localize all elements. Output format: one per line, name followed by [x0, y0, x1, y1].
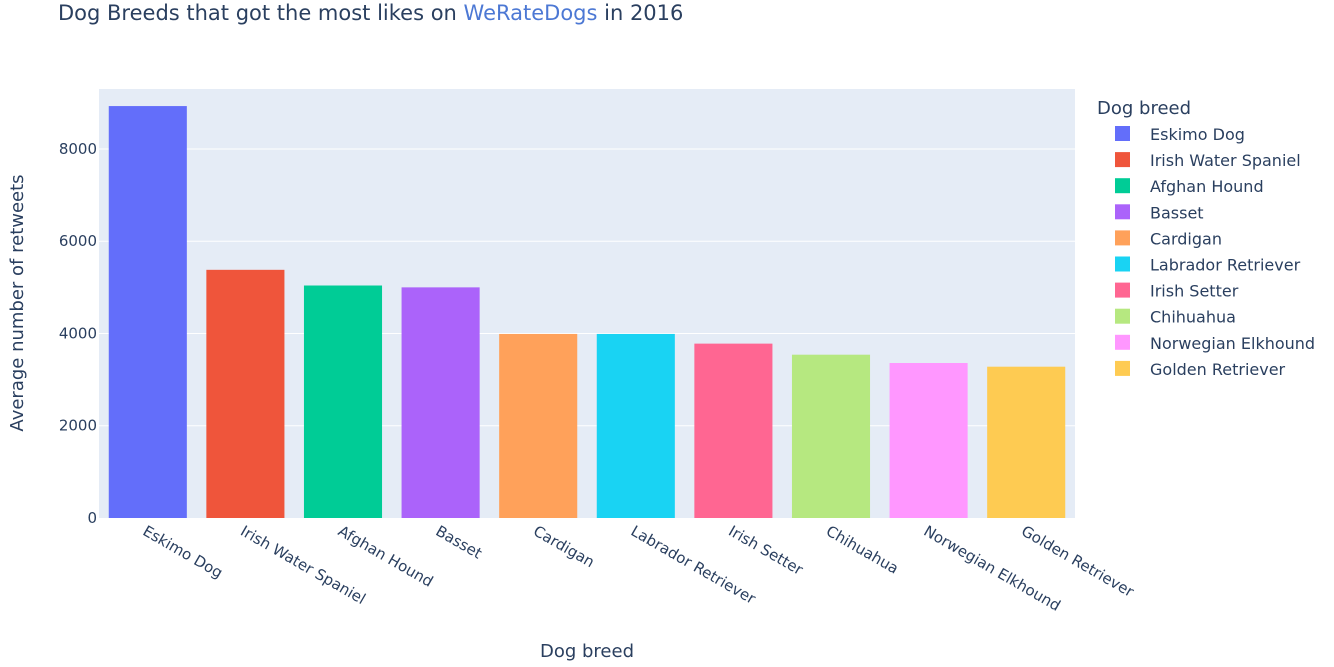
x-tick-label: Cardigan [530, 522, 597, 571]
x-tick-label: Chihuahua [823, 522, 902, 578]
bar-labrador-retriever[interactable] [596, 333, 675, 518]
legend-swatch [1115, 204, 1130, 220]
bar-cardigan[interactable] [499, 333, 578, 518]
x-tick-label: Basset [433, 522, 486, 563]
title-prefix: Dog Breeds that got the most likes on [58, 1, 464, 25]
chart-title: Dog Breeds that got the most likes on We… [58, 1, 683, 25]
y-tick-label: 4000 [59, 324, 97, 342]
bar-chihuahua[interactable] [791, 354, 871, 518]
legend-item[interactable]: Norwegian Elkhound [1115, 334, 1315, 353]
legend-item[interactable]: Cardigan [1115, 229, 1222, 248]
y-tick-label: 6000 [59, 232, 97, 250]
legend-label: Golden Retriever [1150, 360, 1286, 379]
legend-label: Basset [1150, 203, 1204, 222]
legend-item[interactable]: Afghan Hound [1115, 177, 1264, 196]
legend-label: Labrador Retriever [1150, 256, 1301, 275]
bar-eskimo-dog[interactable] [108, 106, 187, 518]
title-suffix: in 2016 [597, 1, 683, 25]
x-tick-label: Afghan Hound [335, 522, 436, 591]
legend-item[interactable]: Eskimo Dog [1115, 125, 1245, 144]
legend-swatch [1115, 126, 1130, 141]
legend-item[interactable]: Golden Retriever [1115, 360, 1286, 379]
legend: Dog breed Eskimo Dog Irish Water Spaniel A… [1097, 98, 1315, 379]
legend-label: Norwegian Elkhound [1150, 334, 1315, 353]
bar-basset[interactable] [401, 287, 480, 518]
legend-label: Cardigan [1150, 229, 1222, 248]
legend-item[interactable]: Chihuahua [1115, 308, 1236, 327]
legend-swatch [1115, 334, 1130, 350]
bar-norwegian-elkhound[interactable] [889, 363, 968, 518]
legend-item[interactable]: Labrador Retriever [1115, 256, 1301, 275]
legend-swatch [1115, 360, 1130, 376]
legend-swatch [1115, 308, 1130, 324]
legend-title: Dog breed [1097, 98, 1191, 119]
legend-swatch [1115, 178, 1130, 194]
y-tick-label: 2000 [59, 417, 97, 435]
legend-label: Chihuahua [1150, 308, 1236, 327]
legend-label: Irish Water Spaniel [1150, 151, 1301, 170]
legend-swatch [1115, 282, 1130, 298]
legend-swatch [1115, 256, 1130, 272]
bar-golden-retriever[interactable] [987, 366, 1066, 518]
legend-item[interactable]: Irish Water Spaniel [1115, 151, 1301, 170]
legend-items: Eskimo Dog Irish Water Spaniel Afghan Houn… [1115, 125, 1315, 379]
y-tick-label: 0 [87, 509, 97, 527]
legend-label: Afghan Hound [1150, 177, 1264, 196]
y-tick-label: 8000 [59, 140, 97, 158]
bar-afghan-hound[interactable] [303, 285, 383, 518]
legend-item[interactable]: Irish Setter [1115, 282, 1239, 301]
y-axis-title: Average number of retweets [7, 174, 28, 431]
legend-label: Irish Setter [1150, 282, 1239, 301]
title-link[interactable]: WeRateDogs [464, 1, 598, 25]
legend-item[interactable]: Basset [1115, 203, 1204, 222]
bars [108, 106, 1066, 518]
x-tick-label: Eskimo Dog [140, 522, 226, 582]
legend-swatch [1115, 230, 1130, 246]
legend-swatch [1115, 152, 1130, 168]
y-axis-ticks: 0 2000 4000 6000 8000 [59, 140, 97, 527]
x-axis-title: Dog breed [540, 641, 634, 662]
x-tick-label: Irish Setter [725, 522, 806, 579]
bar-irish-setter[interactable] [694, 343, 773, 518]
bar-irish-water-spaniel[interactable] [206, 269, 285, 518]
legend-label: Eskimo Dog [1150, 125, 1245, 144]
